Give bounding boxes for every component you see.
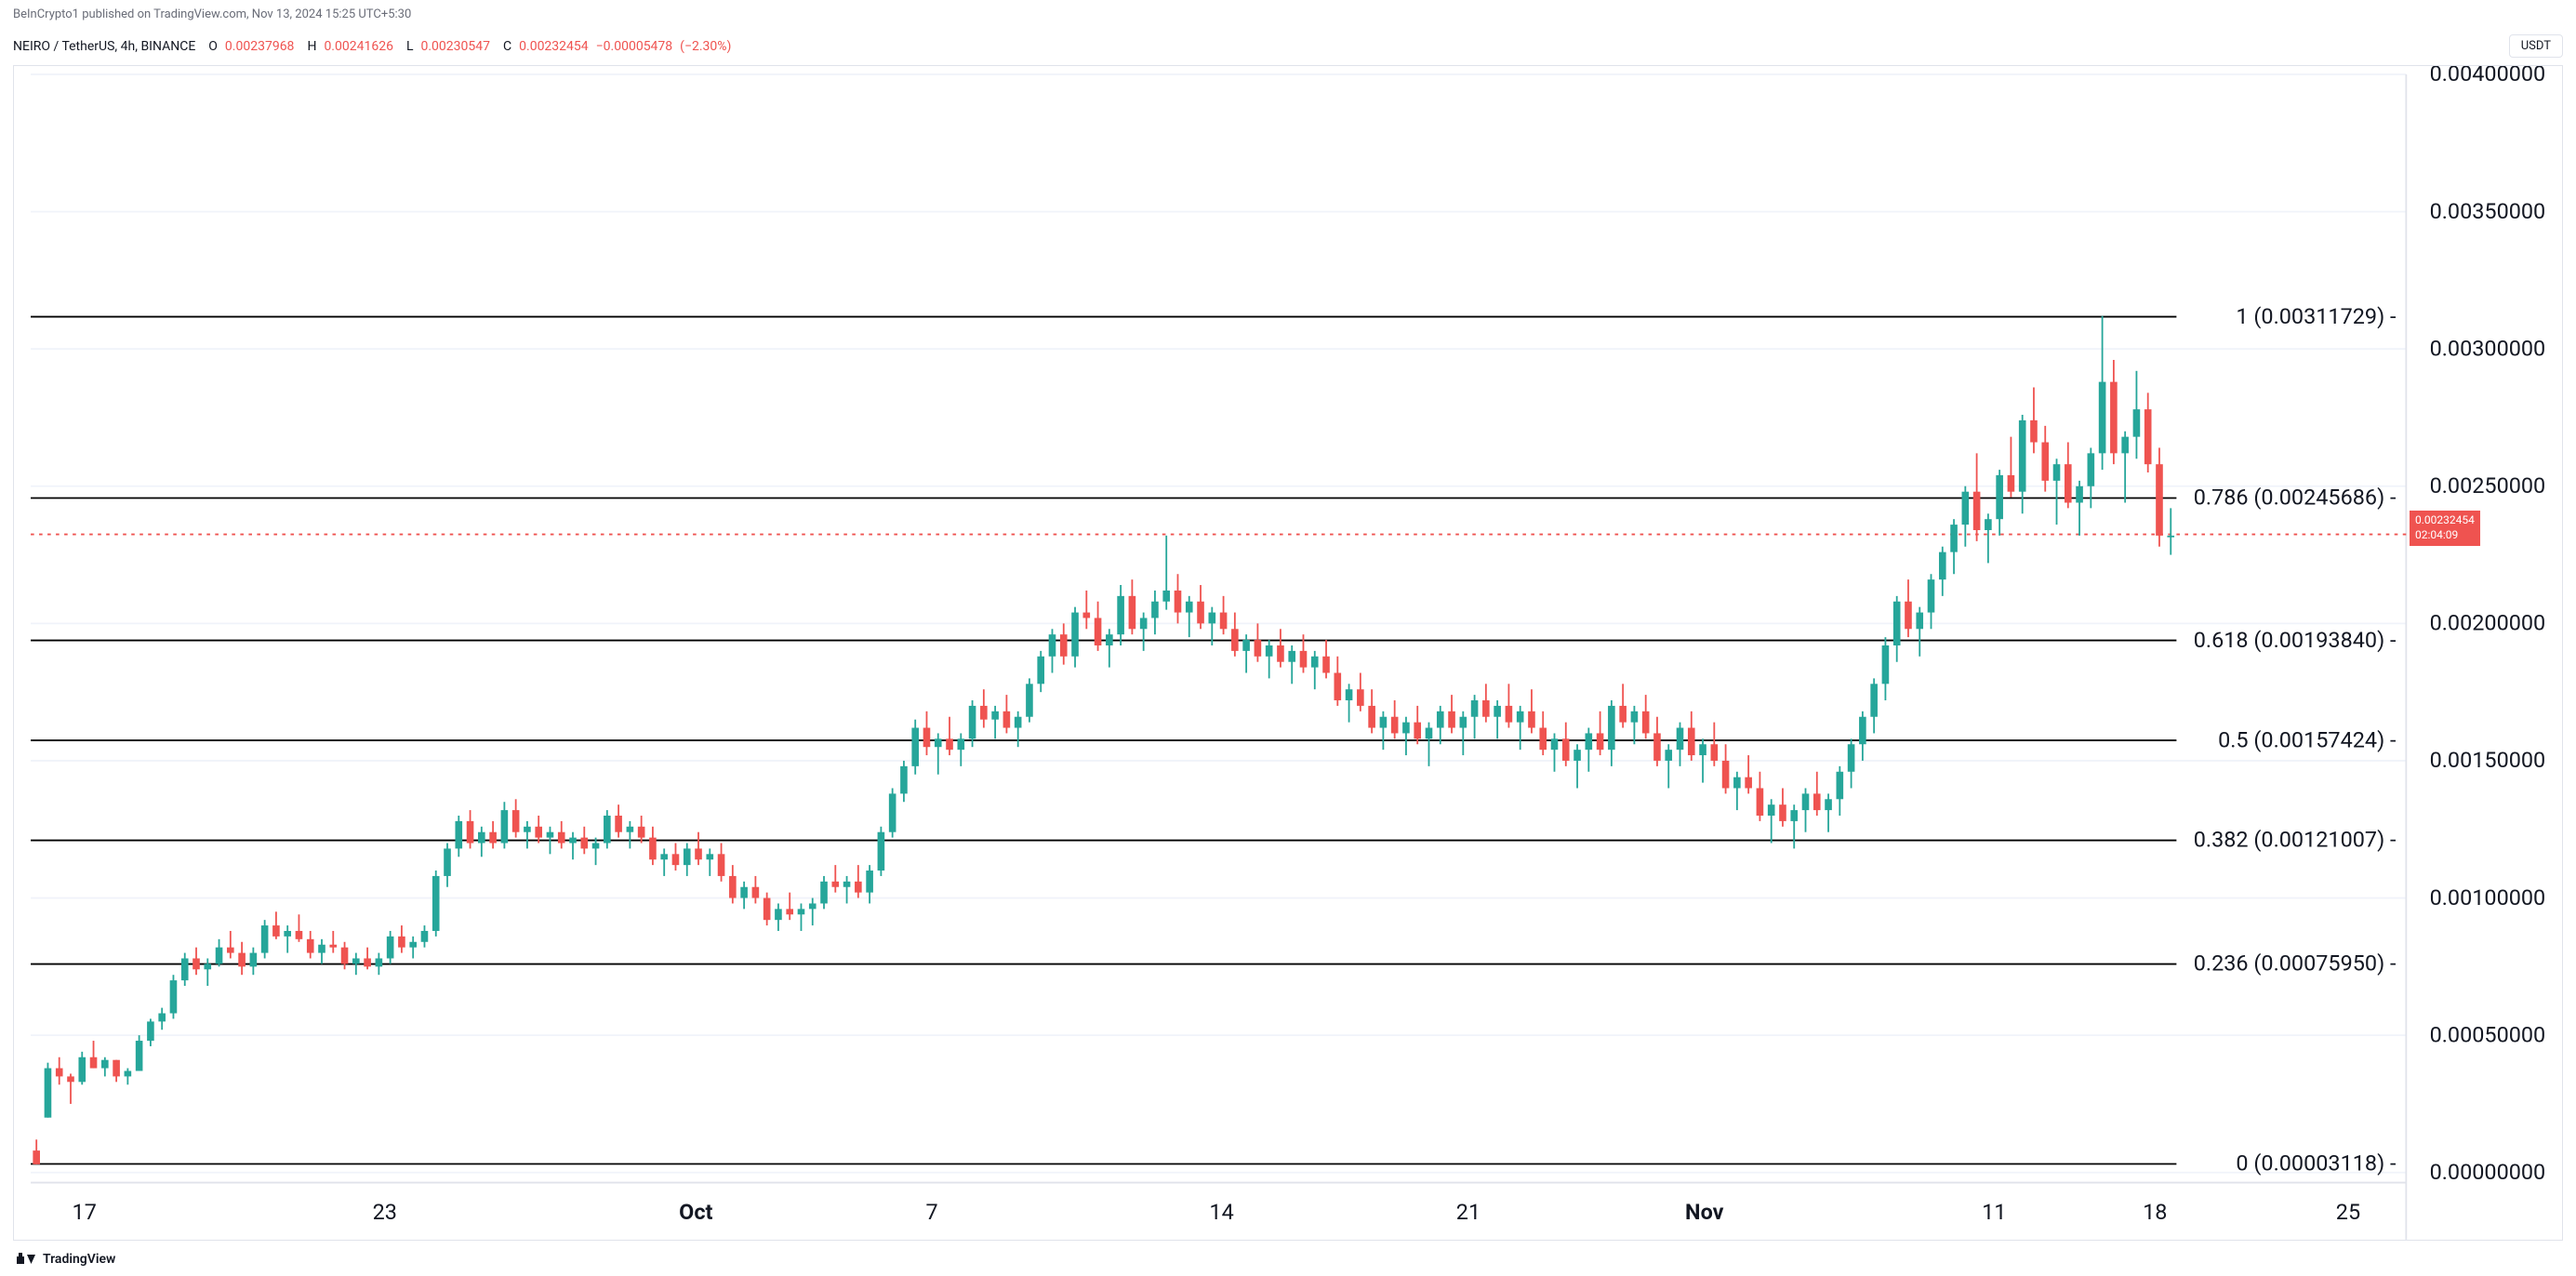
svg-text:0.00250000: 0.00250000 [2430, 472, 2546, 498]
svg-text:0.00100000: 0.00100000 [2430, 884, 2546, 910]
h-value: 0.00241626 [324, 39, 393, 54]
svg-text:25: 25 [2336, 1199, 2360, 1225]
svg-text:0 (0.00003118) -: 0 (0.00003118) - [2236, 1150, 2397, 1176]
svg-text:Nov: Nov [1685, 1199, 1724, 1225]
c-label: C [503, 39, 511, 54]
svg-text:1 (0.00311729) -: 1 (0.00311729) - [2236, 303, 2397, 329]
svg-text:0.5 (0.00157424) -: 0.5 (0.00157424) - [2218, 726, 2397, 752]
h-label: H [307, 39, 316, 54]
o-value: 0.00237968 [225, 39, 295, 54]
c-value: 0.00232454 [519, 39, 589, 54]
current-price-box: 0.00232454 02:04:09 [2410, 511, 2480, 545]
symbol-label: NEIRO / TetherUS, 4h, BINANCE [13, 39, 195, 54]
svg-text:0.00150000: 0.00150000 [2430, 747, 2546, 773]
svg-text:0.00350000: 0.00350000 [2430, 198, 2546, 224]
svg-text:Oct: Oct [679, 1199, 712, 1225]
change-value: −0.00005478 [596, 39, 673, 54]
attribution: BeInCrypto1 published on TradingView.com… [13, 7, 2563, 21]
price-box-countdown: 02:04:09 [2415, 528, 2475, 543]
l-value: 0.00230547 [421, 39, 491, 54]
svg-text:21: 21 [1456, 1199, 1481, 1225]
svg-text:14: 14 [1209, 1199, 1233, 1225]
tradingview-logo-icon [17, 1253, 35, 1266]
svg-text:0.786 (0.00245686) -: 0.786 (0.00245686) - [2194, 485, 2397, 511]
svg-text:0.00200000: 0.00200000 [2430, 610, 2546, 636]
svg-text:0.00300000: 0.00300000 [2430, 335, 2546, 361]
chart-header: NEIRO / TetherUS, 4h, BINANCE O 0.0023796… [13, 29, 2563, 65]
chart-footer: TradingView [13, 1241, 2563, 1267]
price-chart[interactable]: 0.00000000 0.00050000 0.00100000 0.00150000… [14, 66, 2562, 1240]
chart-area[interactable]: 0.00000000 0.00050000 0.00100000 0.00150000… [13, 65, 2563, 1241]
svg-text:7: 7 [926, 1199, 938, 1225]
svg-text:0.00000000: 0.00000000 [2430, 1159, 2546, 1185]
svg-text:0.00400000: 0.00400000 [2430, 66, 2546, 86]
change-pct: (−2.30%) [680, 39, 731, 54]
svg-text:0.382 (0.00121007) -: 0.382 (0.00121007) - [2194, 827, 2397, 853]
currency-badge: USDT [2509, 34, 2563, 58]
svg-text:17: 17 [73, 1199, 97, 1225]
svg-text:23: 23 [373, 1199, 397, 1225]
svg-text:0.618 (0.00193840) -: 0.618 (0.00193840) - [2194, 627, 2397, 653]
price-box-price: 0.00232454 [2415, 513, 2475, 528]
o-label: O [208, 39, 218, 54]
svg-text:0.236 (0.00075950) -: 0.236 (0.00075950) - [2194, 950, 2397, 977]
chart-wrapper: BeInCrypto1 published on TradingView.com… [0, 0, 2576, 1274]
svg-text:0.00050000: 0.00050000 [2430, 1021, 2546, 1047]
footer-brand: TradingView [43, 1252, 115, 1267]
svg-text:11: 11 [1982, 1199, 2006, 1225]
l-label: L [406, 39, 414, 54]
svg-text:18: 18 [2143, 1199, 2167, 1225]
